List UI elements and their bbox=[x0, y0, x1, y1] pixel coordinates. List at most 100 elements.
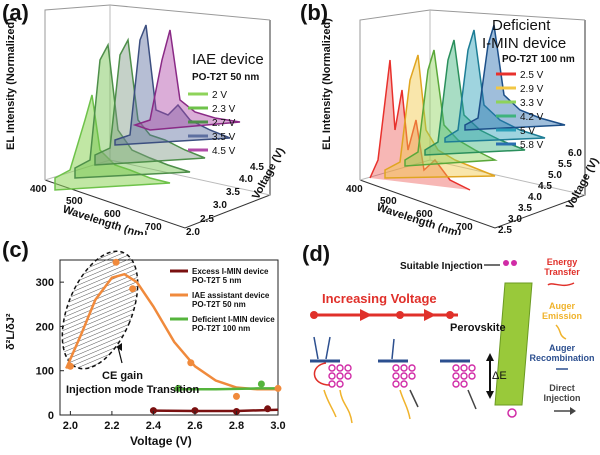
svg-text:4.5 V: 4.5 V bbox=[212, 146, 236, 157]
panel-a-legend-item: 2.7 V bbox=[188, 118, 236, 129]
series-line bbox=[174, 387, 278, 391]
series-line bbox=[153, 408, 279, 413]
svg-text:2.7 V: 2.7 V bbox=[212, 118, 236, 129]
panel-a-xtick: 500 bbox=[66, 196, 83, 207]
x-tick-label: 2.0 bbox=[63, 420, 78, 432]
panel-b-ztick: 4.0 bbox=[528, 192, 542, 203]
svg-text:Emission: Emission bbox=[542, 311, 582, 321]
svg-text:Direct: Direct bbox=[549, 383, 575, 393]
panel-d-legend: Energy Transfer Auger Emission Auger Rec… bbox=[529, 257, 595, 415]
increasing-voltage-label: Increasing Voltage bbox=[322, 291, 437, 306]
panel-c-label: (c) bbox=[2, 237, 29, 262]
spectrum-a-3 bbox=[94, 37, 206, 166]
panel-b-ztick: 5.0 bbox=[548, 170, 562, 181]
annotation-arrow-head bbox=[116, 343, 122, 351]
panel-b-title-line1: Deficient bbox=[492, 17, 551, 34]
panel-a-legend-item: 2 V bbox=[188, 90, 227, 101]
panel-a-legend-item: 4.5 V bbox=[188, 146, 236, 157]
panel-b-ztick: 6.0 bbox=[568, 148, 582, 159]
panel-a-xtick: 600 bbox=[104, 209, 121, 220]
panel-b-legend: 2.5 V 2.9 V 3.3 V 4.2 V 5 V 5.8 V bbox=[496, 70, 544, 151]
panel-b-3d-plot: EL Intensity (Normalized) Wavelength (nm… bbox=[321, 9, 600, 240]
panel-a-ztick: 4.5 bbox=[250, 162, 264, 173]
svg-text:5 V: 5 V bbox=[520, 126, 535, 137]
panel-b-xtick: 600 bbox=[416, 209, 433, 220]
carrier-dot bbox=[503, 260, 509, 266]
data-point bbox=[66, 362, 74, 370]
legend-label: Excess I-MIN device bbox=[192, 267, 269, 276]
y-tick-label: 100 bbox=[36, 366, 54, 378]
spectrum-a-5 bbox=[132, 29, 241, 131]
panel-a-xtick: 400 bbox=[30, 184, 47, 195]
panel-b: (b) bbox=[300, 0, 600, 240]
panel-a-legend-item: 2.3 V bbox=[188, 104, 236, 115]
svg-text:3.3 V: 3.3 V bbox=[520, 98, 544, 109]
spectrum-a-1 bbox=[54, 94, 171, 191]
data-point bbox=[257, 380, 265, 388]
panel-b-ztick: 5.5 bbox=[558, 159, 572, 170]
data-point bbox=[112, 258, 120, 266]
spectrum-a-4 bbox=[114, 24, 231, 146]
x-tick-label: 2.6 bbox=[187, 420, 202, 432]
svg-text:5.8 V: 5.8 V bbox=[520, 140, 544, 151]
panel-a-ztick: 2.5 bbox=[200, 214, 214, 225]
injection-stack-2 bbox=[378, 338, 419, 420]
panel-b-ztick: 2.5 bbox=[498, 225, 512, 235]
panel-b-legend-item: 3.3 V bbox=[496, 98, 544, 109]
data-point bbox=[264, 405, 272, 413]
annotation-ce-gain: CE gain bbox=[102, 370, 143, 382]
spectrum-b-5 bbox=[444, 29, 546, 143]
panel-b-xtick: 500 bbox=[380, 196, 397, 207]
panel-a-title: IAE device bbox=[192, 51, 264, 68]
data-point bbox=[149, 407, 157, 415]
data-point bbox=[274, 384, 282, 392]
panel-a-spectra bbox=[54, 24, 241, 191]
panel-b-spectra bbox=[369, 24, 566, 191]
panel-a-zlabel: Voltage (V) bbox=[250, 145, 287, 201]
svg-text:Auger: Auger bbox=[549, 301, 576, 311]
svg-text:Recombination: Recombination bbox=[529, 353, 594, 363]
svg-text:2.5 V: 2.5 V bbox=[520, 70, 544, 81]
legend-sublabel: PO-T2T 100 nm bbox=[192, 324, 250, 333]
panel-b-legend-item: 4.2 V bbox=[496, 112, 544, 123]
data-point bbox=[174, 384, 182, 392]
legend-energy-transfer: Energy Transfer bbox=[544, 257, 580, 287]
data-point bbox=[187, 359, 195, 367]
data-point bbox=[191, 407, 199, 415]
spectrum-b-2 bbox=[384, 54, 496, 179]
panel-a-xtick: 700 bbox=[145, 222, 162, 233]
panel-a-3d-plot: EL Intensity (Normalized) Wavelength (nm… bbox=[5, 4, 287, 242]
perovskite-label: Perovskite bbox=[450, 322, 506, 334]
panel-a-box-front bbox=[44, 20, 271, 229]
legend-label: IAE assistant device bbox=[192, 291, 270, 300]
plot-frame bbox=[59, 259, 279, 416]
svg-text:Transfer: Transfer bbox=[544, 267, 580, 277]
x-tick-label: 2.2 bbox=[104, 420, 119, 432]
legend-direct-injection: Direct Injection bbox=[543, 383, 581, 415]
panel-b-legend-item: 2.9 V bbox=[496, 84, 544, 95]
panel-b-legend-item: 2.5 V bbox=[496, 70, 544, 81]
panel-c-chart: 2.0 2.2 2.4 2.6 2.8 3.0 0 100 200 300 CE gain In… bbox=[5, 250, 286, 448]
ce-gain-region bbox=[61, 250, 139, 370]
panel-d-label: (d) bbox=[302, 241, 331, 266]
panel-a-ylabel: EL Intensity (Normalized) bbox=[5, 18, 17, 150]
panel-b-ztick: 3.5 bbox=[518, 203, 532, 214]
series-line bbox=[65, 272, 278, 391]
carrier-dot bbox=[511, 260, 517, 266]
x-axis-label: Voltage (V) bbox=[130, 434, 192, 448]
panel-b-xtick: 400 bbox=[346, 184, 363, 195]
spectrum-a-2 bbox=[74, 42, 191, 179]
hole-circle bbox=[507, 408, 517, 418]
panel-a-label: (a) bbox=[2, 0, 29, 25]
legend-sublabel: PO-T2T 50 nm bbox=[192, 300, 246, 309]
panel-a: (a) EL I bbox=[0, 0, 300, 242]
svg-text:2.9 V: 2.9 V bbox=[520, 84, 544, 95]
injection-stack-3 bbox=[440, 359, 477, 410]
svg-text:2.3 V: 2.3 V bbox=[212, 104, 236, 115]
panel-b-box-back bbox=[359, 9, 586, 180]
x-tick-label: 2.4 bbox=[146, 420, 162, 432]
annotation-injection-transition: Injection mode Transition bbox=[66, 384, 200, 396]
panel-a-legend-item: 3.5 V bbox=[188, 132, 236, 143]
suitable-injection-label: Suitable Injection bbox=[400, 261, 483, 272]
legend-auger-recombination: Auger Recombination bbox=[529, 343, 595, 370]
